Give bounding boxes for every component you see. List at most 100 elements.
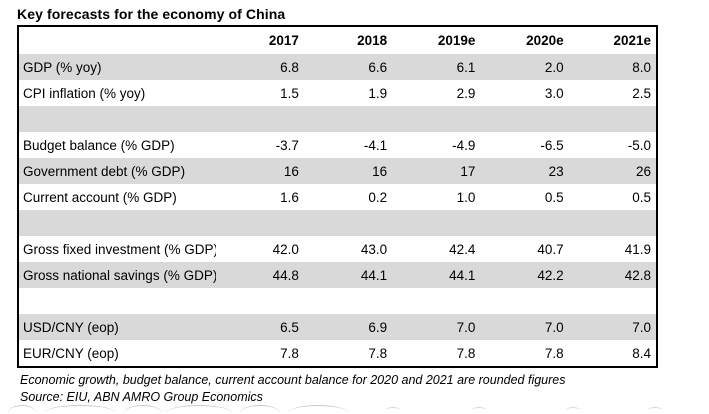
value-cell: -3.7 [275, 137, 299, 153]
value-cell: 7.0 [544, 319, 564, 335]
value-cell: 16 [372, 163, 388, 179]
value-cell: 42.0 [272, 241, 299, 257]
value-cell: 42.2 [537, 267, 564, 283]
row-label: CPI inflation (% yoy) [23, 85, 146, 101]
table-row: Gross fixed investment (% GDP) 42.0 43.0 42… [18, 236, 657, 262]
value-cell: 23 [548, 163, 564, 179]
value-cell: 0.5 [632, 189, 651, 205]
curve-fragment [288, 405, 348, 413]
row-label [18, 106, 216, 132]
value-cell [480, 210, 568, 236]
value-cell [480, 106, 568, 132]
value-cell: 6.9 [368, 319, 388, 335]
value-cell: 1.5 [280, 85, 299, 101]
value-cell: -4.1 [363, 137, 388, 153]
row-label: Budget balance (% GDP) [23, 137, 175, 153]
column-header-year: 2017 [215, 26, 304, 54]
value-cell: 1.6 [280, 189, 299, 205]
curve-fragment [648, 407, 662, 413]
row-label: Gross national savings (% GDP) [23, 267, 216, 283]
value-cell: 0.5 [544, 189, 564, 205]
value-cell: 44.1 [360, 267, 388, 283]
value-cell: 26 [635, 163, 651, 179]
table-header-row: 2017 2018 2019e 2020e 2021e [18, 26, 657, 54]
curve-fragment [566, 407, 580, 413]
value-cell: -5.0 [627, 137, 651, 153]
value-cell: 16 [283, 163, 299, 179]
column-header-year: 2019e [392, 26, 481, 54]
spacer-row [18, 106, 657, 132]
table-row: Budget balance (% GDP) -3.7 -4.1 -4.9 -6.5 -5… [18, 132, 657, 158]
value-cell: 2.0 [544, 59, 564, 75]
table-row: Gross national savings (% GDP) 44.8 44.1 44… [18, 262, 657, 288]
row-label: Government debt (% GDP) [23, 163, 186, 179]
value-cell: 42.8 [624, 267, 651, 283]
value-cell: 7.0 [632, 319, 651, 335]
page-title: Key forecasts for the economy of China [17, 6, 286, 22]
table-body: GDP (% yoy) 6.8 6.6 6.1 2.0 8.0 CPI inflation … [18, 54, 657, 367]
value-cell: -4.9 [452, 137, 476, 153]
row-label: Gross fixed investment (% GDP) [23, 241, 216, 257]
value-cell: 3.0 [544, 85, 564, 101]
source-line: Source: EIU, ABN AMRO Group Economics [20, 390, 263, 404]
curve-fragment [124, 405, 162, 413]
value-cell: 44.1 [449, 267, 476, 283]
value-cell: 17 [460, 163, 476, 179]
value-cell [216, 210, 304, 236]
value-cell: 6.1 [456, 59, 476, 75]
value-cell: 1.0 [456, 189, 476, 205]
value-cell: 42.4 [449, 241, 476, 257]
value-cell: 7.8 [368, 345, 388, 361]
column-header-label [18, 26, 216, 54]
value-cell: 7.0 [456, 319, 476, 335]
value-cell [216, 106, 304, 132]
value-cell: -6.5 [540, 137, 564, 153]
footnote: Economic growth, budget balance, current… [20, 373, 566, 387]
table-row: Current account (% GDP) 1.6 0.2 1.0 0.5 0.5 [18, 184, 657, 210]
value-cell [392, 210, 480, 236]
value-cell: 2.5 [632, 85, 651, 101]
table-row: USD/CNY (eop) 6.5 6.9 7.0 7.0 7.0 [18, 314, 657, 340]
value-cell [392, 106, 480, 132]
value-cell [569, 106, 657, 132]
column-header-year: 2021e [568, 26, 657, 54]
value-cell [304, 288, 392, 314]
forecast-table: 2017 2018 2019e 2020e 2021e GDP (% yoy) 6.8 6.… [17, 25, 658, 368]
curve-fragment [166, 405, 232, 413]
value-cell: 44.8 [272, 267, 299, 283]
value-cell [216, 288, 304, 314]
curve-fragment [472, 407, 486, 413]
table-row: GDP (% yoy) 6.8 6.6 6.1 2.0 8.0 [18, 54, 657, 80]
table-row: Government debt (% GDP) 16 16 17 23 26 [18, 158, 657, 184]
row-label: Current account (% GDP) [23, 189, 177, 205]
value-cell: 1.9 [368, 85, 388, 101]
value-cell: 7.8 [456, 345, 476, 361]
row-label [18, 210, 216, 236]
value-cell: 7.8 [544, 345, 564, 361]
column-header-year: 2020e [480, 26, 569, 54]
value-cell: 43.0 [360, 241, 388, 257]
value-cell [304, 106, 392, 132]
row-label: EUR/CNY (eop) [23, 345, 119, 361]
value-cell [392, 288, 480, 314]
table-row: CPI inflation (% yoy) 1.5 1.9 2.9 3.0 2.5 [18, 80, 657, 106]
value-cell: 41.9 [624, 241, 651, 257]
value-cell: 8.0 [632, 59, 651, 75]
value-cell [304, 210, 392, 236]
value-cell: 40.7 [537, 241, 564, 257]
value-cell: 6.5 [280, 319, 299, 335]
value-cell [569, 288, 657, 314]
spacer-row [18, 210, 657, 236]
row-label: USD/CNY (eop) [23, 319, 119, 335]
curve-fragment [240, 405, 280, 413]
value-cell [480, 288, 568, 314]
spacer-row [18, 288, 657, 314]
curve-fragment [8, 405, 36, 413]
value-cell: 6.8 [280, 59, 299, 75]
value-cell [569, 210, 657, 236]
row-label: GDP (% yoy) [23, 59, 102, 75]
column-header-year: 2018 [303, 26, 393, 54]
curve-fragment [44, 405, 116, 413]
value-cell: 6.6 [368, 59, 388, 75]
